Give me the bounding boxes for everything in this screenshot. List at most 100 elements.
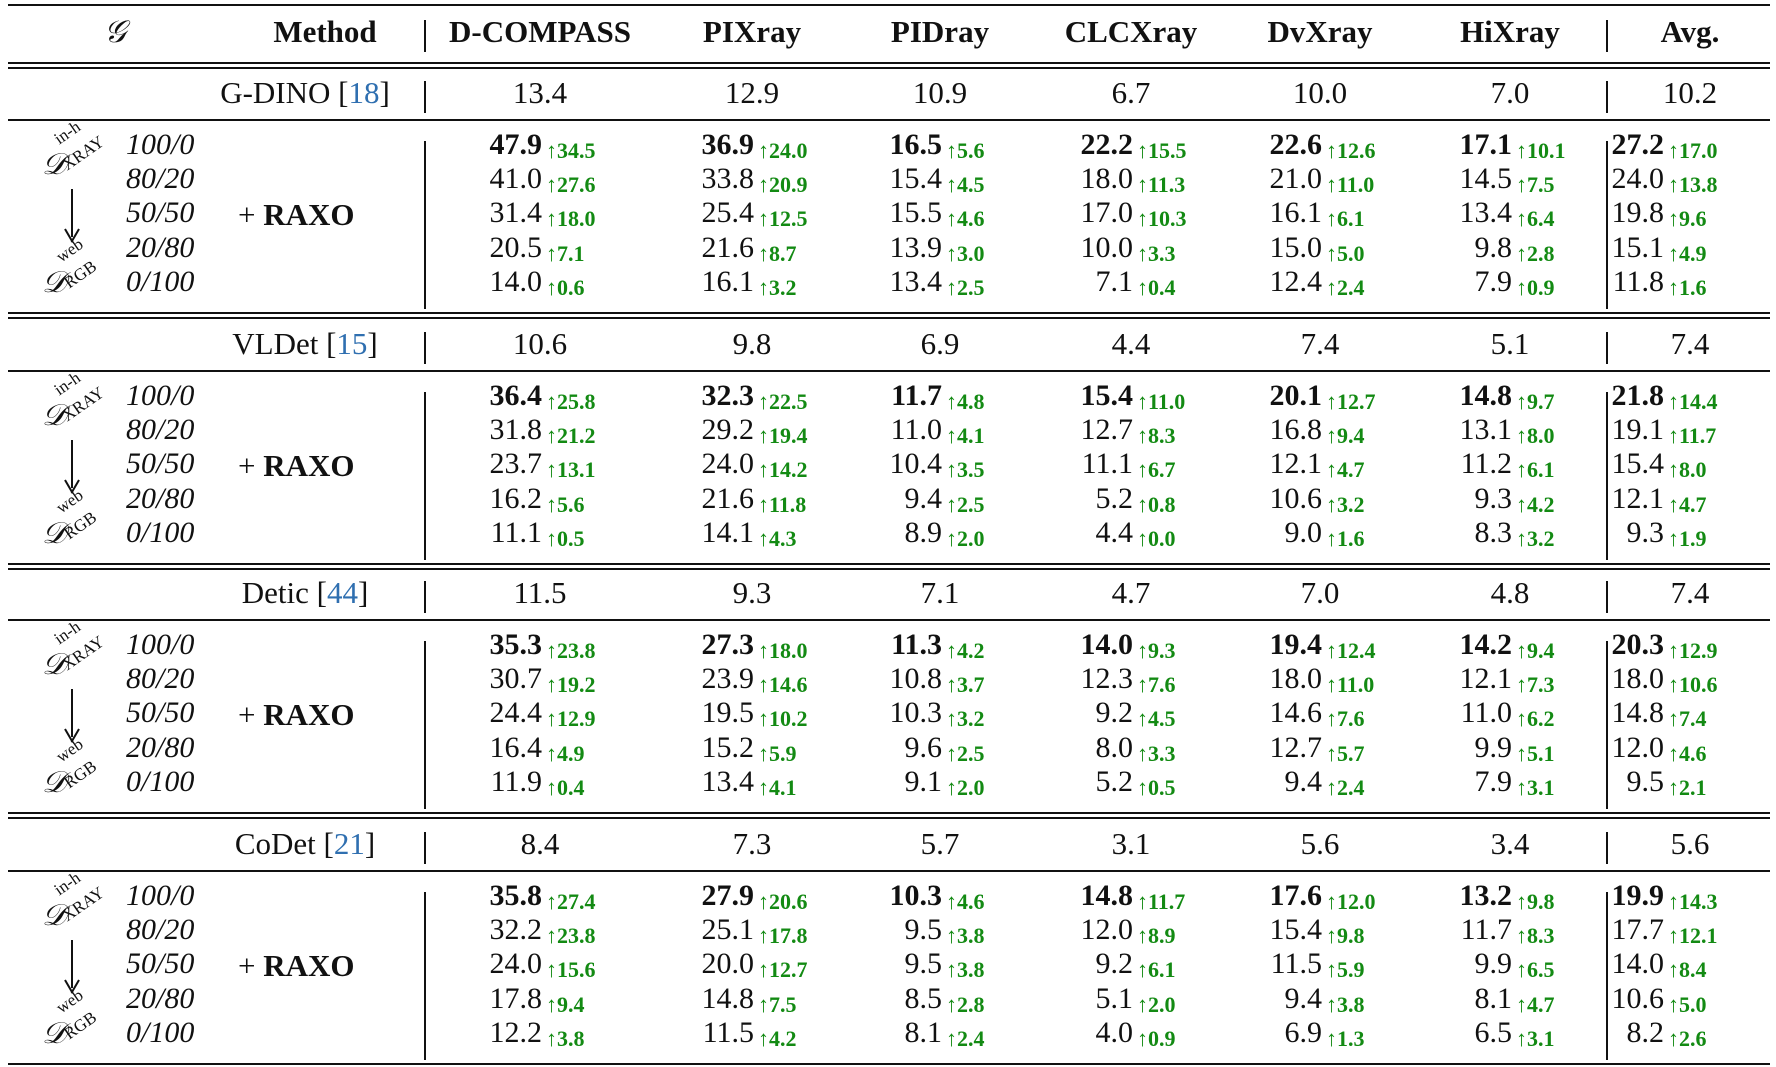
gain-delta: ↑2.0 (946, 525, 985, 551)
score-value: 36.4 (489, 379, 543, 412)
gain-delta: ↑3.1 (1516, 1025, 1555, 1051)
column-separator (1606, 581, 1608, 613)
baseline-value: 13.4 (512, 75, 568, 110)
top-rule (8, 4, 1770, 6)
baseline-method: G-DINO [18] (190, 75, 420, 111)
score-value: 14.0 (1080, 628, 1134, 661)
avg-gain-delta: ↑14.4 (1668, 389, 1718, 414)
gain-delta: ↑9.7 (1516, 389, 1555, 414)
transfer-arrow-icon (64, 689, 80, 743)
block-double-rule (8, 817, 1770, 819)
gain-delta: ↑12.7 (758, 957, 808, 983)
column-separator (1606, 641, 1608, 809)
gain-delta: ↑6.4 (1516, 206, 1555, 232)
gain-delta: ↑3.8 (546, 1025, 585, 1051)
column-separator (1606, 81, 1608, 113)
raxo-method-label: + RAXO (238, 948, 355, 984)
gain-delta: ↑8.0 (1516, 423, 1555, 449)
score-value: 31.4 (489, 196, 543, 230)
baseline-value: 7.0 (1490, 75, 1530, 110)
baseline-value: 9.3 (732, 575, 772, 610)
target-domain-symbol: 𝒟 (42, 765, 66, 800)
gain-delta: ↑6.1 (1326, 206, 1365, 232)
score-value: 10.0 (1080, 230, 1134, 264)
score-value: 10.3 (889, 696, 943, 730)
baseline-value: 5.1 (1490, 326, 1530, 361)
score-value: 11.5 (702, 1015, 754, 1049)
gain-delta: ↑10.3 (1137, 206, 1187, 232)
gain-delta: ↑7.1 (546, 240, 585, 266)
gain-delta: ↑27.6 (546, 172, 596, 198)
score-value: 12.7 (1080, 413, 1134, 447)
citation-link[interactable]: 44 (326, 575, 358, 610)
transfer-arrow-icon (64, 440, 80, 494)
avg-value: 12.1 (1611, 481, 1665, 515)
header-double-rule (8, 67, 1770, 69)
score-value: 11.7 (1460, 913, 1512, 947)
column-separator (1606, 20, 1608, 52)
baseline-rule (8, 370, 1770, 372)
gain-delta: ↑3.2 (1516, 525, 1555, 551)
baseline-rule (8, 870, 1770, 872)
score-value: 5.2 (1095, 764, 1134, 798)
citation-link[interactable]: 18 (348, 75, 380, 110)
avg-gain-delta: ↑7.4 (1668, 706, 1707, 732)
gain-delta: ↑3.2 (758, 274, 797, 300)
citation-link[interactable]: 15 (336, 326, 368, 361)
score-value: 9.2 (1095, 696, 1134, 730)
score-value: 8.0 (1095, 730, 1134, 764)
target-domain-symbol: 𝒟 (42, 265, 66, 300)
gain-delta: ↑4.5 (946, 172, 985, 198)
score-value: 8.3 (1474, 515, 1513, 549)
gain-delta: ↑19.2 (546, 672, 596, 698)
gain-delta: ↑4.7 (1516, 991, 1555, 1017)
score-value: 8.1 (904, 1015, 943, 1049)
baseline-value: 4.7 (1111, 575, 1151, 610)
baseline-value: 10.6 (512, 326, 568, 361)
score-value: 12.0 (1080, 913, 1134, 947)
gain-delta: ↑4.2 (758, 1025, 797, 1051)
gain-delta: ↑3.3 (1137, 240, 1176, 266)
column-separator (1606, 392, 1608, 560)
score-value: 9.9 (1474, 947, 1513, 981)
split-ratio: 80/20 (126, 913, 195, 947)
gain-delta: ↑3.2 (1326, 491, 1365, 517)
column-separator (424, 581, 426, 613)
column-separator (424, 20, 426, 52)
score-value: 16.2 (489, 481, 543, 515)
avg-gain-delta: ↑2.6 (1668, 1025, 1707, 1051)
score-value: 18.0 (1080, 162, 1134, 196)
column-separator (1606, 832, 1608, 864)
score-value: 17.0 (1080, 196, 1134, 230)
gain-delta: ↑3.1 (1516, 774, 1555, 800)
avg-value: 14.8 (1611, 696, 1665, 730)
baseline-avg: 10.2 (1662, 75, 1718, 110)
gain-delta: ↑2.4 (1326, 774, 1365, 800)
baseline-value: 3.4 (1490, 826, 1530, 861)
citation-link[interactable]: 21 (333, 826, 365, 861)
citation-bracket: ] (357, 575, 369, 610)
score-value: 11.1 (1081, 447, 1133, 481)
score-value: 9.4 (904, 481, 943, 515)
score-value: 6.9 (1284, 1015, 1323, 1049)
split-ratio: 20/80 (126, 230, 195, 264)
score-value: 21.0 (1269, 162, 1323, 196)
avg-value: 15.4 (1611, 447, 1665, 481)
avg-value: 17.7 (1611, 913, 1665, 947)
score-value: 10.6 (1269, 481, 1323, 515)
gain-delta: ↑3.5 (946, 457, 985, 483)
gain-delta: ↑2.0 (1137, 991, 1176, 1017)
gain-delta: ↑25.8 (546, 389, 596, 414)
gain-delta: ↑12.7 (1326, 389, 1376, 414)
score-value: 13.4 (889, 264, 943, 298)
avg-value: 19.9 (1611, 879, 1665, 912)
avg-value: 11.8 (1612, 264, 1664, 298)
split-ratio: 0/100 (126, 764, 195, 798)
score-value: 16.4 (489, 730, 543, 764)
score-value: 24.0 (701, 447, 755, 481)
gain-delta: ↑12.4 (1326, 638, 1376, 663)
avg-gain-delta: ↑13.8 (1668, 172, 1718, 198)
gain-delta: ↑0.8 (1137, 491, 1176, 517)
score-value: 15.5 (889, 196, 943, 230)
split-ratio: 100/0 (126, 128, 195, 161)
